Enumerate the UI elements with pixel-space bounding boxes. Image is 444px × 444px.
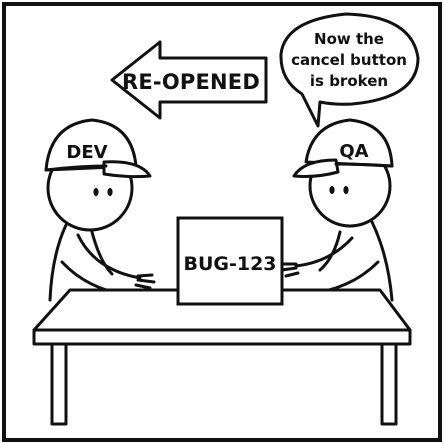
qa-body [370,220,394,302]
speech-line-2: cancel button [291,51,407,69]
table-edge [32,328,412,346]
laptop-lid [176,216,284,306]
qa-cap-label: QA [339,141,368,162]
qa-cap-crown [304,118,394,168]
reopened-arrow: RE-OPENED [110,40,268,120]
dev-cap-brim [102,160,152,179]
laptop: BUG-123 [176,216,284,306]
speech-line-1: Now the [314,30,384,48]
arrow-left-icon [110,40,268,120]
table-leg-left [50,342,68,426]
table-leg-right [380,342,398,426]
dev-torso-line [90,230,114,276]
dev-fingers-upper [134,273,156,290]
dev-character [44,118,156,310]
dev-cap-band [44,164,108,172]
qa-eye-left [329,186,335,194]
table [32,288,412,426]
qa-arm [294,236,354,268]
arrow-label: RE-OPENED [122,70,260,94]
qa-fingers-upper [280,262,300,278]
dev-body [48,223,68,302]
laptop-label: BUG-123 [183,253,276,275]
qa-eye-right [343,186,349,194]
dev-cap-label: DEV [66,142,107,163]
qa-cap-band [334,162,394,168]
speech-bubble: Now the cancel button is broken [279,12,420,128]
dev-eye-right [107,188,113,196]
speech-line-3: is broken [310,72,388,90]
speech-bubble-outline [279,12,420,128]
dev-cap-crown [44,118,138,172]
dev-eye-left [93,188,99,196]
qa-cap-brim [292,158,340,178]
qa-character [280,118,394,306]
dev-arm [76,233,142,280]
